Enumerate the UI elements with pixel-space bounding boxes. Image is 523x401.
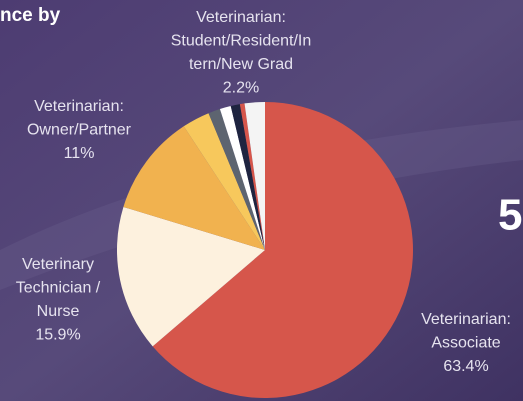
slice-label: Technician / bbox=[16, 280, 101, 297]
pie-slice bbox=[219, 106, 265, 250]
slice-value-label: 63.4% bbox=[443, 358, 488, 375]
slice-label: Student/Resident/In bbox=[171, 33, 312, 50]
pie-slice bbox=[208, 109, 265, 250]
pie-slice bbox=[117, 206, 265, 347]
pie-slice bbox=[123, 126, 266, 250]
pie-slice bbox=[239, 103, 265, 251]
pie-slice bbox=[230, 104, 265, 250]
slice-label: Veterinary bbox=[22, 256, 94, 273]
slice-label: tern/New Grad bbox=[189, 56, 293, 73]
slice-label: Veterinarian: bbox=[34, 98, 124, 115]
slice-value-label: 11% bbox=[64, 145, 95, 162]
side-text: 5 bbox=[498, 191, 522, 240]
slice-label: Owner/Partner bbox=[27, 122, 132, 139]
slice-value-label: 15.9% bbox=[35, 327, 80, 344]
slice-value-label: 2.2% bbox=[223, 80, 259, 97]
pie-slice bbox=[183, 113, 265, 250]
chart-title: nce by bbox=[0, 5, 61, 26]
slice-label: Veterinarian: bbox=[421, 311, 511, 328]
pie-slice bbox=[152, 102, 413, 398]
slice-label: Associate bbox=[431, 335, 500, 352]
pie-slice bbox=[244, 102, 265, 250]
slice-label: Nurse bbox=[37, 303, 80, 320]
slice-label: Veterinarian: bbox=[196, 9, 286, 26]
